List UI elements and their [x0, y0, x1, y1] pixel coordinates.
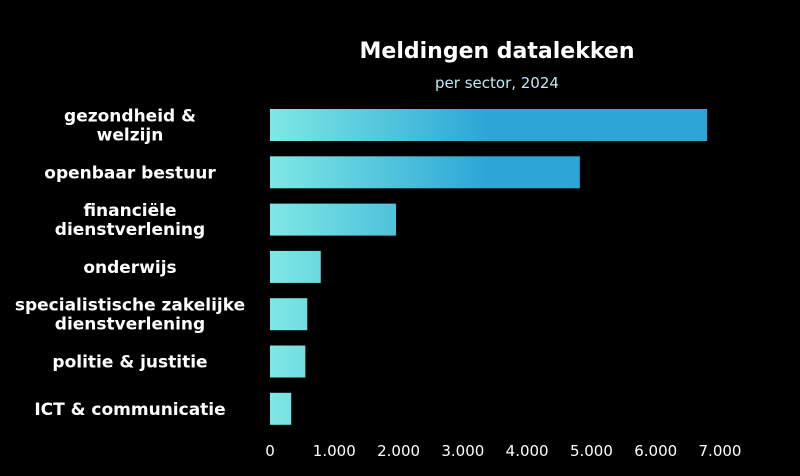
bar-3 [270, 250, 321, 283]
bar-6 [270, 392, 292, 425]
category-label-line: onderwijs [83, 258, 176, 278]
category-label-0: gezondheid & welzijn [64, 107, 196, 146]
category-label-1: openbaar bestuur [44, 163, 216, 183]
category-label-3: onderwijs [83, 258, 176, 278]
x-tick-label-6: 6.000 [634, 442, 677, 460]
category-label-line: gezondheid & [64, 107, 196, 127]
bars-group [270, 109, 708, 425]
category-label-line: financiële [83, 201, 176, 221]
bar-4 [270, 298, 308, 331]
category-label-line: specialistische zakelijke [15, 296, 245, 316]
category-label-6: ICT & communicatie [34, 400, 225, 420]
category-label-line: ICT & communicatie [34, 400, 225, 420]
bar-5 [270, 345, 306, 378]
x-tick-label-3: 3.000 [441, 442, 484, 460]
category-label-line: welzijn [97, 126, 164, 146]
category-label-line: dienstverlening [55, 315, 205, 335]
bar-0 [270, 109, 708, 141]
x-tick-label-1: 1.000 [313, 442, 356, 460]
category-label-5: politie & justitie [52, 353, 207, 373]
x-tick-label-0: 0 [265, 442, 275, 460]
x-axis-ticks-group: 0 1.000 2.000 3.000 4.000 5.000 6.000 7.000 [265, 442, 741, 460]
category-label-line: openbaar bestuur [44, 163, 216, 183]
category-label-line: politie & justitie [52, 353, 207, 373]
category-labels-group: gezondheid & welzijn openbaar bestuur finan… [15, 107, 245, 420]
chart-title: Meldingen datalekken [360, 39, 635, 64]
bar-1 [270, 156, 580, 189]
category-label-4: specialistische zakelijke dienstverlening [15, 296, 245, 335]
bar-2 [270, 203, 396, 236]
x-tick-label-5: 5.000 [570, 442, 613, 460]
x-tick-label-4: 4.000 [506, 442, 549, 460]
category-label-2: financiële dienstverlening [55, 201, 205, 240]
x-tick-label-7: 7.000 [699, 442, 742, 460]
category-label-line: dienstverlening [55, 220, 205, 240]
x-tick-label-2: 2.000 [377, 442, 420, 460]
chart-subtitle: per sector, 2024 [435, 74, 559, 92]
